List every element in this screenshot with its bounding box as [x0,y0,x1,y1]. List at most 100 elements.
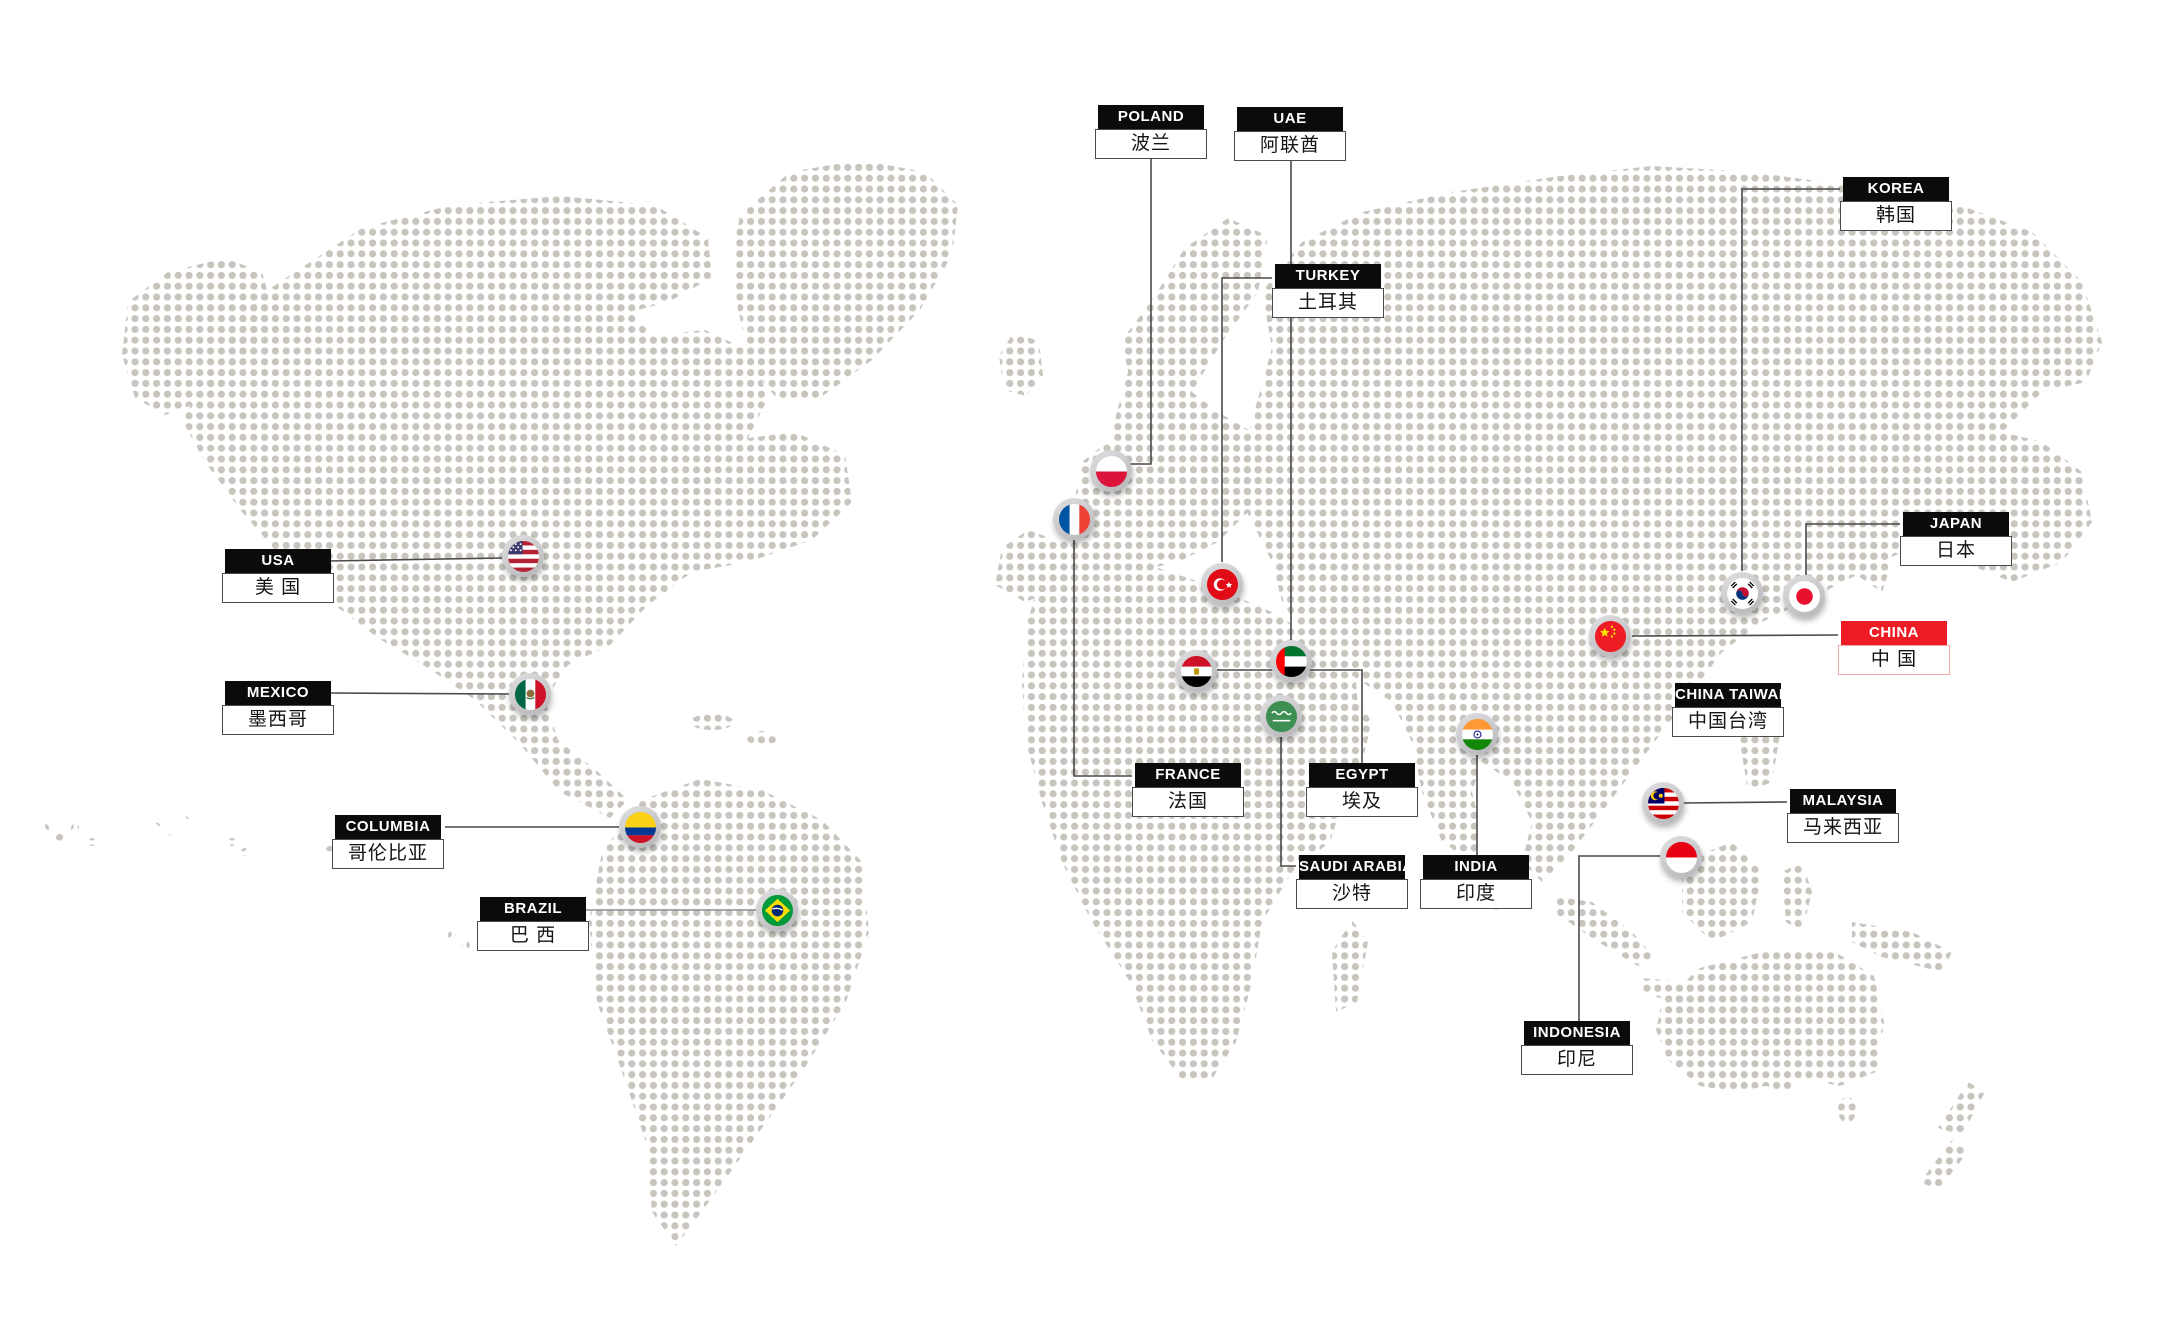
japan-flag-icon [1788,580,1820,612]
country-label-indonesia[interactable]: INDONESIA 印尼 [1521,1021,1633,1075]
connector-line-korea [1741,188,1840,571]
connector-line-egypt [1217,669,1363,763]
flag-pin-brazil[interactable] [756,889,798,931]
country-name-en: JAPAN [1903,512,2009,536]
country-label-brazil[interactable]: BRAZIL 巴 西 [477,897,589,951]
country-name-en: MEXICO [225,681,331,705]
flag-pin-japan[interactable] [1783,575,1825,617]
connector-line-japan [1805,523,1900,575]
connector-line-turkey [1221,277,1272,562]
france-flag-icon [1058,503,1090,535]
continent-alaska [122,258,272,415]
country-name-en: TURKEY [1275,264,1381,288]
country-name-zh: 墨西哥 [222,705,334,735]
country-name-zh: 印度 [1420,879,1532,909]
country-name-zh: 法国 [1132,787,1244,817]
country-label-mexico[interactable]: MEXICO 墨西哥 [222,681,334,735]
island-borneo [1682,842,1762,942]
island-new-guinea [1852,922,1952,972]
country-name-zh: 马来西亚 [1787,813,1899,843]
flag-pin-korea[interactable] [1721,572,1763,614]
flag-pin-mexico[interactable] [509,673,551,715]
country-label-china[interactable]: CHINA 中 国 [1838,621,1950,675]
usa-flag-icon [507,540,539,572]
flag-pin-egypt[interactable] [1175,650,1217,692]
country-name-en: CHINA [1841,621,1947,645]
flag-pin-usa[interactable] [502,535,544,577]
flag-pin-france[interactable] [1053,498,1095,540]
connector-line-usa [329,557,503,562]
country-name-en: MALAYSIA [1790,789,1896,813]
country-label-turkey[interactable]: TURKEY 土耳其 [1272,264,1384,318]
country-label-india[interactable]: INDIA 印度 [1420,855,1532,909]
flag-pin-turkey[interactable] [1201,563,1243,605]
flag-pin-columbia[interactable] [619,806,661,848]
country-label-uae[interactable]: UAE 阿联酋 [1234,107,1346,161]
country-name-en: COLUMBIA [335,815,441,839]
country-label-japan[interactable]: JAPAN 日本 [1900,512,2012,566]
india-flag-icon [1461,718,1493,750]
connector-line-poland [1129,159,1152,465]
connector-line-china [1631,634,1839,637]
connector-line-mexico [329,692,510,695]
continent-south-america [589,779,869,1246]
country-name-en: POLAND [1098,105,1204,129]
country-name-en: SAUDI ARABIA [1299,855,1413,879]
country-name-zh: 韩国 [1840,201,1952,231]
islands-japan [1806,482,1892,592]
china-flag-icon [1594,620,1626,652]
country-name-zh: 中国台湾 [1672,707,1784,737]
country-name-en: UAE [1237,107,1343,131]
columbia-flag-icon [624,811,656,843]
continent-asia [1235,166,2102,882]
flag-pin-india[interactable] [1456,713,1498,755]
country-label-columbia[interactable]: COLUMBIA 哥伦比亚 [332,815,444,869]
flag-pin-saudi-arabia[interactable] [1260,695,1302,737]
country-label-china-taiwan[interactable]: CHINA TAIWAN 中国台湾 [1672,683,1790,737]
continent-australia [1656,950,1884,1092]
connector-line-saudi-arabia [1280,737,1296,867]
flag-pin-indonesia[interactable] [1660,836,1702,878]
flag-pin-china[interactable] [1589,615,1631,657]
country-name-en: INDIA [1423,855,1529,879]
indonesia-flag-icon [1665,841,1697,873]
country-label-malaysia[interactable]: MALAYSIA 马来西亚 [1787,789,1899,843]
saudi-arabia-flag-icon [1265,700,1297,732]
connector-line-indonesia [1578,855,1661,1021]
egypt-flag-icon [1180,655,1212,687]
island-sakhalin [1895,421,1909,469]
country-name-en: CHINA TAIWAN [1675,683,1790,707]
flag-pin-poland[interactable] [1090,450,1132,492]
island-taiwan [1699,646,1713,668]
country-name-zh: 巴 西 [477,921,589,951]
island-tasmania [1838,1097,1856,1123]
country-name-en: INDONESIA [1524,1021,1630,1045]
country-label-saudi-arabia[interactable]: SAUDI ARABIA 沙特 [1296,855,1413,909]
country-label-poland[interactable]: POLAND 波兰 [1095,105,1207,159]
country-name-zh: 印尼 [1521,1045,1633,1075]
country-name-en: FRANCE [1135,763,1241,787]
mexico-flag-icon [514,678,546,710]
turkey-flag-icon [1206,568,1238,600]
flag-pin-malaysia[interactable] [1642,782,1684,824]
country-label-korea[interactable]: KOREA 韩国 [1840,177,1952,231]
island-sumatra [1552,896,1655,966]
country-name-zh: 哥伦比亚 [332,839,444,869]
country-name-zh: 阿联酋 [1234,131,1346,161]
poland-flag-icon [1095,455,1127,487]
country-label-france[interactable]: FRANCE 法国 [1132,763,1244,817]
islands-new-zealand [1920,1082,1985,1190]
country-label-usa[interactable]: USA 美 国 [222,549,334,603]
country-name-zh: 波兰 [1095,129,1207,159]
country-label-egypt[interactable]: EGYPT 埃及 [1306,763,1418,817]
brazil-flag-icon [761,894,793,926]
flag-pin-uae[interactable] [1270,640,1312,682]
continent-north-america [182,196,852,818]
uae-flag-icon [1275,645,1307,677]
country-name-zh: 埃及 [1306,787,1418,817]
country-name-en: KOREA [1843,177,1949,201]
island-uk [999,333,1043,396]
